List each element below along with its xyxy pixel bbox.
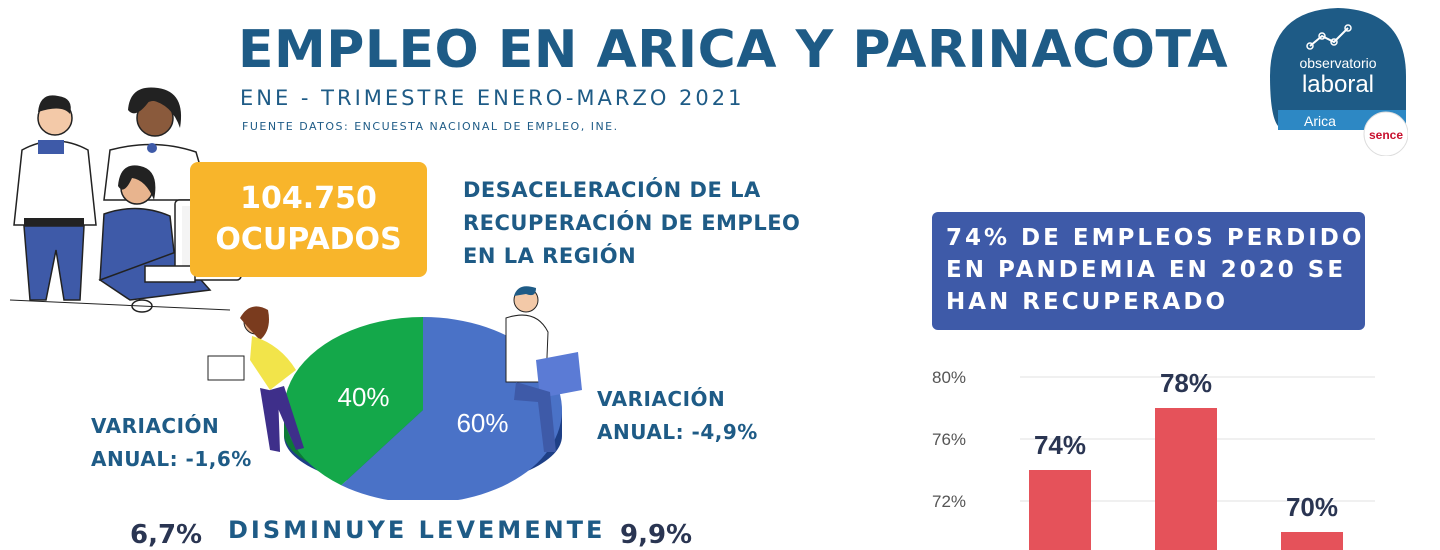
- pie-label-blue: 60%: [456, 408, 508, 438]
- variation-left-line: ANUAL: -1,6%: [91, 447, 252, 471]
- y-tick-label: 72%: [932, 492, 966, 511]
- headline: DESACELERACIÓN DE LA RECUPERACIÓN DE EMP…: [463, 174, 800, 273]
- recovery-banner: [932, 212, 1365, 330]
- logo-line2: laboral: [1302, 71, 1374, 98]
- bar-value-label: 74%: [1034, 430, 1086, 460]
- bottom-heading: DISMINUYE LEVEMENTE: [228, 516, 606, 544]
- ocupados-box: [190, 162, 427, 277]
- bar-chart: 72% 76% 80% 74% 78% 70%: [932, 368, 1375, 550]
- bar: [1281, 532, 1343, 550]
- bottom-left-percent: 6,7%: [130, 520, 203, 550]
- headline-line: EN LA REGIÓN: [463, 244, 637, 268]
- headline-line: RECUPERACIÓN DE EMPLEO: [463, 211, 801, 235]
- observatorio-laboral-logo: observatorio laboral Arica sence: [1270, 8, 1408, 156]
- man-laptop-illustration: [505, 286, 582, 452]
- pie-label-green: 40%: [337, 382, 389, 412]
- pie-slice: [284, 317, 423, 486]
- data-source-note: FUENTE DATOS: ENCUESTA NACIONAL DE EMPLE…: [242, 120, 619, 133]
- variation-left-line: VARIACIÓN: [91, 414, 220, 438]
- ocupados-value: 104.750: [240, 181, 377, 216]
- bar-value-label: 70%: [1286, 492, 1338, 522]
- variation-right-line: VARIACIÓN: [597, 387, 726, 411]
- bar: [1155, 408, 1217, 550]
- y-tick-label: 80%: [932, 368, 966, 387]
- woman-laptop-illustration: [207, 306, 304, 452]
- banner-line: HAN RECUPERADO: [946, 289, 1229, 315]
- y-tick-label: 76%: [932, 430, 966, 449]
- logo-brand: sence: [1369, 128, 1403, 142]
- page-title: EMPLEO EN ARICA Y PARINACOTA: [238, 20, 1229, 80]
- banner-line: 74% DE EMPLEOS PERDIDOS: [946, 225, 1384, 251]
- logo-line1: observatorio: [1299, 55, 1376, 71]
- variation-right: VARIACIÓN ANUAL: -4,9%: [597, 383, 758, 449]
- bar-value-label: 78%: [1160, 368, 1212, 398]
- logo-region: Arica: [1304, 113, 1336, 129]
- recovery-banner-text: 74% DE EMPLEOS PERDIDOS EN PANDEMIA EN 2…: [946, 222, 1384, 318]
- page-subtitle: ENE - TRIMESTRE ENERO-MARZO 2021: [240, 86, 745, 110]
- variation-right-line: ANUAL: -4,9%: [597, 420, 758, 444]
- headline-line: DESACELERACIÓN DE LA: [463, 178, 761, 202]
- banner-line: EN PANDEMIA EN 2020 SE: [946, 257, 1347, 283]
- bar: [1029, 470, 1091, 550]
- bottom-right-percent: 9,9%: [620, 520, 693, 550]
- variation-left: VARIACIÓN ANUAL: -1,6%: [91, 410, 252, 476]
- ocupados-label: OCUPADOS: [215, 222, 402, 257]
